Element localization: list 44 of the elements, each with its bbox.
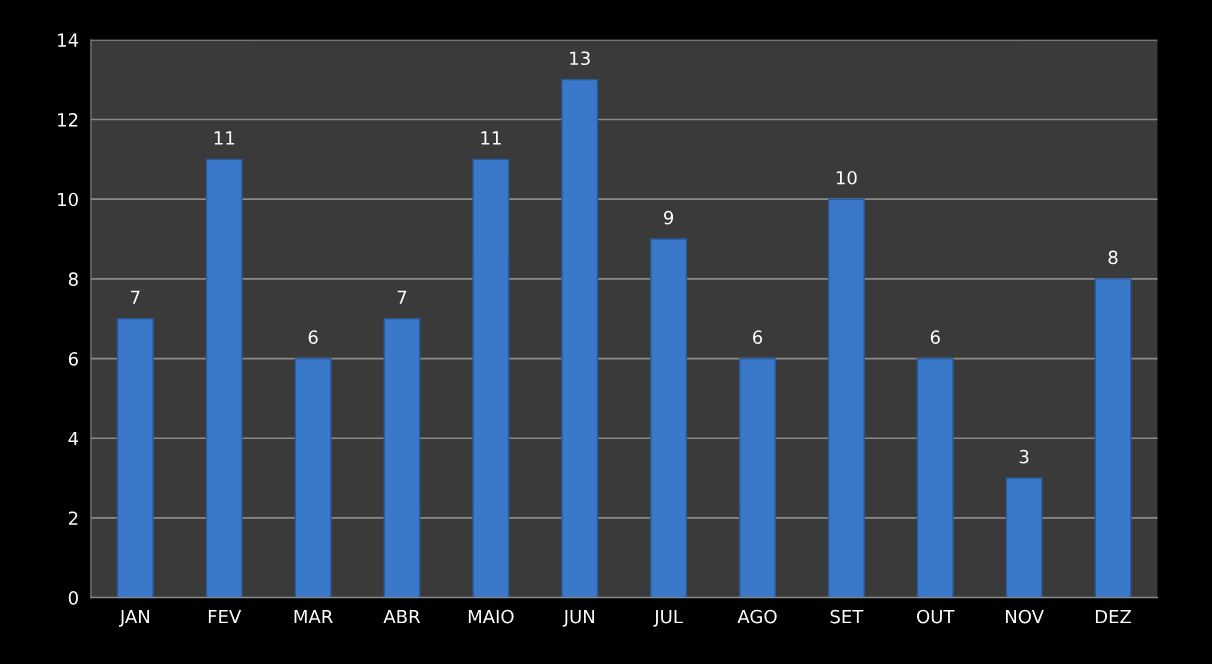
data-label: 10 bbox=[836, 170, 857, 185]
x-tick-label: DEZ bbox=[1095, 609, 1132, 624]
data-label: 13 bbox=[570, 51, 590, 66]
bar bbox=[739, 357, 776, 598]
data-label: 3 bbox=[1019, 449, 1029, 464]
data-label: 11 bbox=[481, 131, 501, 145]
y-tick-label: 2 bbox=[68, 511, 78, 525]
x-tick-label: JUL bbox=[653, 609, 683, 627]
y-tick-label: 6 bbox=[68, 352, 78, 366]
x-tick-label: NOV bbox=[1006, 609, 1044, 624]
bar bbox=[472, 158, 510, 598]
data-label: 8 bbox=[1108, 250, 1118, 265]
data-label: 6 bbox=[753, 330, 763, 344]
data-label: 7 bbox=[397, 290, 407, 304]
x-tick-label: ABR bbox=[383, 609, 421, 624]
bar bbox=[1005, 477, 1043, 598]
y-tick-label: 8 bbox=[68, 272, 78, 286]
data-label: 11 bbox=[214, 131, 235, 145]
bar bbox=[827, 198, 865, 598]
x-tick-label: OUT bbox=[917, 609, 955, 624]
bar bbox=[116, 318, 154, 598]
bar bbox=[294, 357, 332, 598]
bar bbox=[650, 238, 688, 598]
y-tick-label: 12 bbox=[58, 112, 78, 127]
bar bbox=[916, 357, 954, 598]
bar bbox=[383, 318, 421, 598]
data-label: 6 bbox=[930, 330, 940, 344]
x-tick-label: SET bbox=[830, 609, 864, 624]
x-tick-label: JUN bbox=[562, 609, 594, 627]
bar bbox=[561, 78, 599, 598]
y-tick-label: 10 bbox=[58, 192, 78, 207]
x-tick-label: JAN bbox=[118, 609, 149, 627]
x-tick-label: FEV bbox=[208, 609, 242, 624]
x-tick-label: AGO bbox=[737, 609, 777, 624]
x-tick-label: MAIO bbox=[468, 609, 514, 624]
data-label: 9 bbox=[664, 210, 674, 225]
y-tick-label: 0 bbox=[68, 591, 78, 605]
y-tick-label: 4 bbox=[68, 431, 79, 446]
data-label: 6 bbox=[308, 330, 318, 344]
data-label: 7 bbox=[131, 290, 140, 304]
y-tick-label: 14 bbox=[58, 33, 79, 47]
bar bbox=[1094, 278, 1132, 598]
bar bbox=[205, 158, 243, 598]
x-tick-label: MAR bbox=[294, 609, 333, 624]
